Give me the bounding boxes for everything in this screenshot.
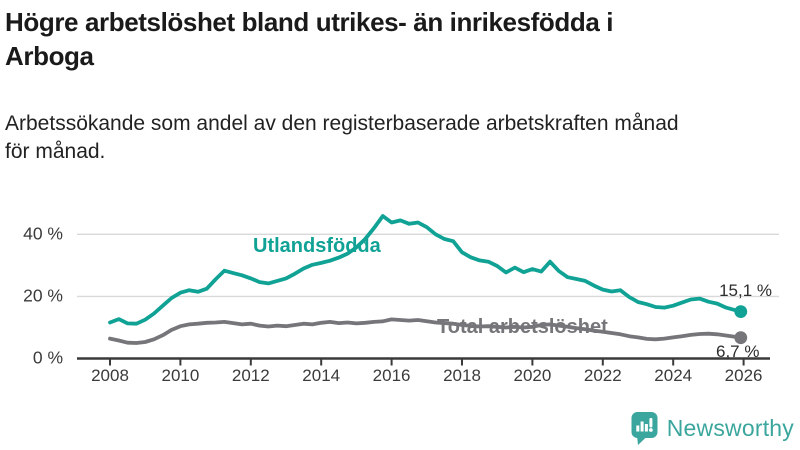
x-axis-label-2014: 2014 [302, 366, 340, 385]
x-axis-label-2008: 2008 [91, 366, 129, 385]
newsworthy-logo-text: Newsworthy [666, 415, 794, 441]
page-title: Högre arbetslöshet bland utrikes- än inr… [5, 5, 797, 73]
title-line-2: Arboga [5, 41, 94, 71]
x-axis-label-2010: 2010 [161, 366, 199, 385]
series-end-dot-utlandsf-dda [734, 305, 748, 319]
x-axis-label-2022: 2022 [584, 366, 622, 385]
x-axis-label-2026: 2026 [725, 366, 763, 385]
x-axis-label-2012: 2012 [232, 366, 270, 385]
newsworthy-speech-bubble-chart-icon [630, 411, 660, 446]
y-axis-label-20: 20 % [23, 286, 63, 306]
series-label-total-arbetsloshet: Total arbetslöshet [437, 316, 608, 338]
end-value-label-total: 6,7 % [716, 342, 760, 361]
subtitle-line-2: för månad. [5, 140, 106, 163]
y-axis-label-40: 40 % [23, 223, 63, 243]
x-axis-label-2020: 2020 [513, 366, 551, 385]
chart-subtitle: Arbetssökande som andel av den registerb… [5, 110, 797, 166]
chart-header: Högre arbetslöshet bland utrikes- än inr… [5, 5, 797, 166]
newsworthy-logo[interactable]: Newsworthy [630, 411, 794, 446]
x-axis-label-2018: 2018 [443, 366, 481, 385]
x-axis-label-2016: 2016 [373, 366, 411, 385]
series-line-total-arbetsl-shet [108, 317, 743, 345]
series-label-utlandsfodda: Utlandsfödda [253, 235, 381, 257]
series-line-utlandsf-dda [108, 214, 743, 326]
x-axis-label-2024: 2024 [654, 366, 692, 385]
subtitle-line-1: Arbetssökande som andel av den registerb… [5, 112, 679, 135]
title-line-1: Högre arbetslöshet bland utrikes- än inr… [5, 7, 614, 37]
series-end-dot-total-arbetsl-shet [734, 331, 748, 345]
y-axis-label-0: 0 % [33, 348, 63, 368]
end-value-label-utlandsfodda: 15,1 % [719, 281, 772, 300]
